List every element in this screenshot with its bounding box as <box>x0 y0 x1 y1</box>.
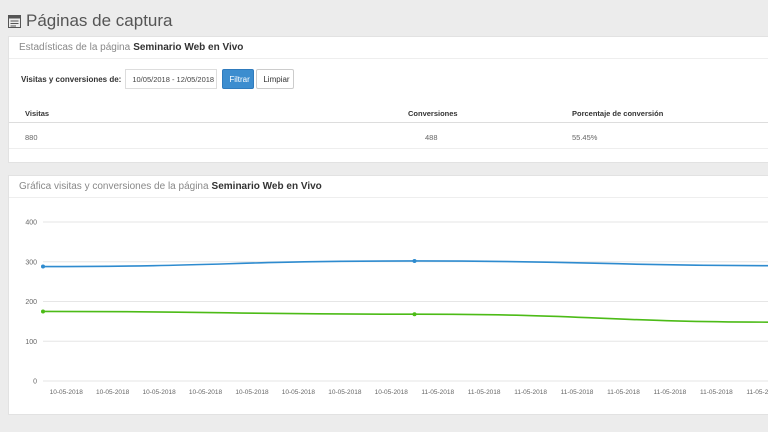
x-tick-label: 11-05-2018 <box>468 389 501 396</box>
series-line <box>42 310 768 323</box>
y-tick-label: 300 <box>25 259 37 266</box>
column-conversions: Conversiones <box>408 109 458 118</box>
cell-visits: 880 <box>25 133 38 142</box>
cell-conversions: 488 <box>425 133 438 142</box>
y-tick-label: 100 <box>25 339 37 346</box>
table-row: 880 488 55.45% <box>9 127 768 147</box>
x-tick-label: 11-05-2018 <box>654 389 687 396</box>
line-chart: 0 100 200 300 400 10-05-2018 10-05-2018 10-05-2… <box>9 199 768 415</box>
page-title: Páginas de captura <box>26 11 173 30</box>
chart-heading-prefix: Gráfica visitas y conversiones de la pág… <box>19 181 209 192</box>
data-point <box>41 309 45 314</box>
stats-divider <box>9 148 768 149</box>
x-tick-label: 11-05-2018 <box>607 389 640 396</box>
data-point <box>412 312 417 317</box>
list-icon <box>8 14 21 28</box>
column-conversion-rate: Porcentaje de conversión <box>572 109 664 118</box>
y-tick-label: 200 <box>25 299 37 306</box>
stats-panel-heading: Estadísticas de la página Seminario Web … <box>9 37 768 59</box>
x-tick-label: 11-05-2018 <box>561 389 594 396</box>
chart-svg: 0 100 200 300 400 10-05-2018 10-05-2018 10-05-2… <box>25 220 768 396</box>
x-tick-label: 10-05-2018 <box>235 389 269 396</box>
data-point <box>412 258 417 263</box>
x-tick-label: 11-05-2018 <box>514 389 547 396</box>
x-tick-label: 10-05-2018 <box>96 389 130 396</box>
page-header: Páginas de captura <box>8 8 173 34</box>
x-tick-label: 10-05-2018 <box>189 389 223 396</box>
y-tick-label: 0 <box>33 379 37 386</box>
stats-table-header: Visitas Conversiones Porcentaje de conve… <box>9 103 768 123</box>
filter-button[interactable]: Filtrar <box>222 69 255 89</box>
x-tick-label: 10-05-2018 <box>328 389 362 396</box>
y-tick-label: 400 <box>25 220 37 227</box>
stats-heading-prefix: Estadísticas de la página <box>19 42 131 53</box>
x-tick-label: 11-05-2018 <box>700 389 733 396</box>
stats-page-name: Seminario Web en Vivo <box>133 42 244 53</box>
stats-panel: Estadísticas de la página Seminario Web … <box>8 36 768 163</box>
filter-label: Visitas y conversiones de: <box>21 74 122 84</box>
data-point <box>41 264 45 269</box>
date-range-input[interactable] <box>125 69 218 89</box>
x-tick-label: 10-05-2018 <box>50 389 84 396</box>
chart-panel: Gráfica visitas y conversiones de la pág… <box>8 175 768 415</box>
x-tick-label: 11-05-2018 <box>746 389 768 396</box>
filter-row: Visitas y conversiones de: Filtrar Limpi… <box>21 69 295 89</box>
x-tick-label: 10-05-2018 <box>282 389 316 396</box>
x-tick-label: 10-05-2018 <box>375 389 409 396</box>
clear-button[interactable]: Limpiar <box>256 69 295 89</box>
x-tick-label: 11-05-2018 <box>421 389 454 396</box>
stats-table: Visitas Conversiones Porcentaje de conve… <box>9 103 768 143</box>
x-tick-label: 10-05-2018 <box>142 389 176 396</box>
chart-page-name: Seminario Web en Vivo <box>211 181 322 192</box>
column-visits: Visitas <box>25 109 50 118</box>
chart-panel-heading: Gráfica visitas y conversiones de la pág… <box>9 176 768 198</box>
cell-conversion-rate: 55.45% <box>572 133 598 142</box>
